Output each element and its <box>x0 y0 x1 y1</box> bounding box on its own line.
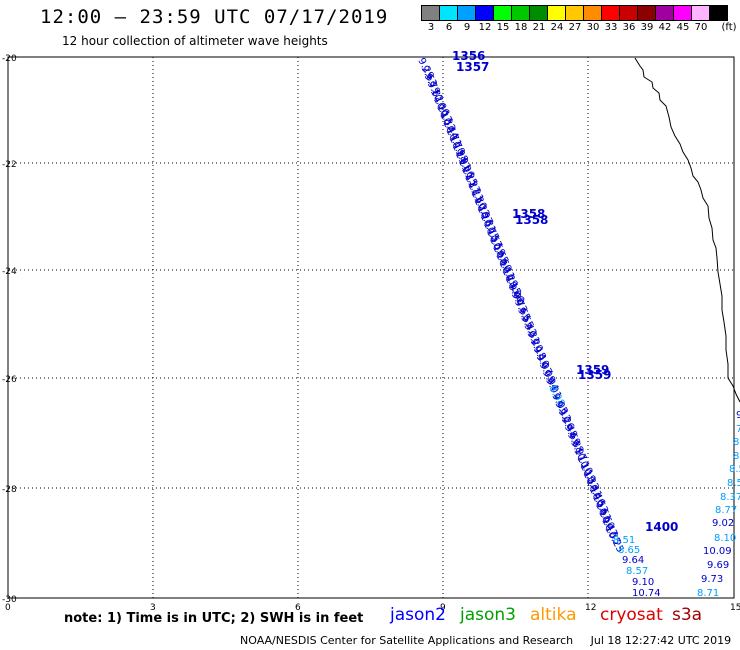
legend-label: 33 <box>604 22 618 33</box>
satellite-name-jason2: jason2 <box>390 605 446 625</box>
wave-height-label: 8.65 <box>618 545 640 556</box>
legend-label: 42 <box>658 22 672 33</box>
color-legend: 3 6 9 12 15 18 21 24 27 30 33 36 39 42 45 70 (ft) <box>421 5 737 35</box>
legend-label: 70 <box>694 22 708 33</box>
track-time-label: 1357 <box>456 60 489 74</box>
wave-height-label: 8.51 <box>613 535 635 546</box>
wave-height-label: 8.5 <box>729 464 740 475</box>
page-title: 12:00 – 23:59 UTC 07/17/2019 <box>40 6 389 28</box>
legend-label: 24 <box>550 22 564 33</box>
satellite-name-s3a: s3a <box>672 605 703 625</box>
axis-ticks: -20 -22 -24 -26 -28 -300 3 6 9 12 15 <box>2 54 740 613</box>
wave-height-label: 9.07 <box>736 410 740 421</box>
legend-label: 36 <box>622 22 636 33</box>
page-subtitle: 12 hour collection of altimeter wave hei… <box>62 34 328 48</box>
track-time-label: 1358 <box>512 207 545 221</box>
legend-swatch <box>709 5 728 21</box>
lon-tick-label: 6 <box>295 603 301 613</box>
lat-tick-label: -24 <box>2 267 17 277</box>
wave-height-label: 8.2 <box>733 437 740 448</box>
legend-label: 6 <box>445 22 453 33</box>
lat-tick-label: -22 <box>2 160 17 170</box>
track-time-label: 1359 <box>576 363 609 377</box>
map-frame <box>7 56 735 599</box>
track-time-label: 1358 <box>515 213 548 227</box>
legend-color-scale <box>421 5 728 21</box>
legend-label: 15 <box>496 22 510 33</box>
lon-tick-label: 15 <box>730 603 740 613</box>
legend-label: 30 <box>586 22 600 33</box>
satellite-name-cryosat: cryosat <box>600 605 663 625</box>
wave-height-label: 8.71 <box>697 588 719 599</box>
wave-height-label: 9.02 <box>712 518 734 529</box>
lat-tick-label: -20 <box>2 54 17 64</box>
track-time-label: 1400 <box>645 520 678 534</box>
satellite-track-b: 9.07 7.9 8.2 8.6 8.5 8.5 8.37 8.77 9.02 8.10 10.09… <box>697 410 740 599</box>
legend-label: 27 <box>568 22 582 33</box>
legend-label: 3 <box>427 22 435 33</box>
legend-label: 9 <box>463 22 471 33</box>
lon-tick-label: 3 <box>150 603 156 613</box>
lon-tick-label: 12 <box>585 603 596 613</box>
wave-height-label: 9.73 <box>701 574 723 585</box>
timestamp-text: Jul 18 12:27:42 UTC 2019 <box>590 634 732 647</box>
lon-tick-label: 0 <box>5 603 11 613</box>
wave-height-label: 8.37 <box>720 492 740 503</box>
lat-tick-label: -26 <box>2 375 17 385</box>
track-time-label: 1359 <box>578 368 611 382</box>
wave-height-label: 8.6 <box>733 451 740 462</box>
wave-height-label: 9.10 <box>632 577 654 588</box>
note-text: note: 1) Time is in UTC; 2) SWH is in fe… <box>64 611 364 626</box>
wave-height-label: 10.74 <box>632 588 661 599</box>
legend-label: 45 <box>676 22 690 33</box>
legend-label: 18 <box>514 22 528 33</box>
credit-text: NOAA/NESDIS Center for Satellite Applica… <box>240 634 574 647</box>
wave-height-label: 8.10 <box>714 533 736 544</box>
map-grid <box>7 56 735 599</box>
lat-tick-label: -28 <box>2 485 17 495</box>
coastline <box>634 57 740 403</box>
legend-unit: (ft) <box>721 22 737 33</box>
lon-tick-label: 9 <box>440 603 446 613</box>
legend-label: 12 <box>478 22 492 33</box>
legend-labels: 3 6 9 12 15 18 21 24 27 30 33 36 39 42 45 70 (ft) <box>422 21 737 35</box>
satellite-track-a: 9.299.639.799.8210.0610.1710.3310.4410.7… <box>415 56 660 599</box>
lat-tick-label: -30 <box>2 595 17 605</box>
wave-height-label: 8.5 <box>727 478 740 489</box>
satellite-name-altika: altika <box>530 605 577 625</box>
legend-label: 21 <box>532 22 546 33</box>
wave-height-label: 8.57 <box>626 566 648 577</box>
wave-height-label: 9.69 <box>707 560 729 571</box>
track-time-label: 1356 <box>452 49 485 63</box>
wave-height-label: 8.77 <box>715 505 737 516</box>
wave-height-label: 10.09 <box>703 546 732 557</box>
legend-label: 39 <box>640 22 654 33</box>
wave-height-label: 7.9 <box>736 424 740 435</box>
satellite-name-jason3: jason3 <box>460 605 516 625</box>
credit-footer: NOAA/NESDIS Center for Satellite Applica… <box>240 634 731 647</box>
wave-height-label: 9.64 <box>622 555 644 566</box>
